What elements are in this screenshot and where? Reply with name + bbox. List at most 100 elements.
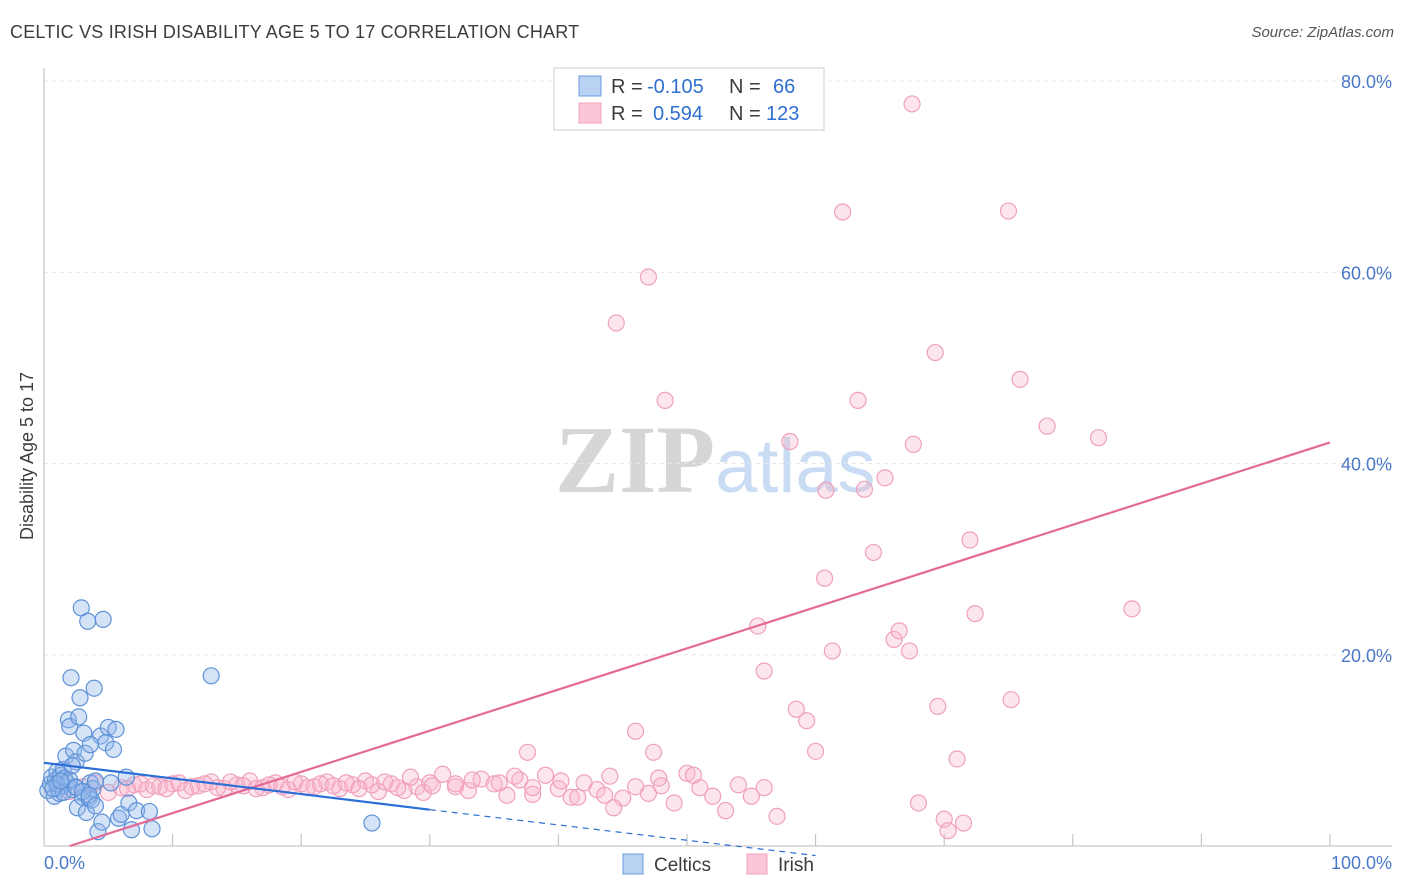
celtics-trend-line <box>43 761 430 811</box>
irish-point <box>1002 691 1020 709</box>
irish-point <box>787 700 805 718</box>
irish-point <box>1089 429 1108 447</box>
irish-point <box>183 778 201 796</box>
irish-point <box>1038 417 1056 435</box>
gridlines <box>44 80 1392 656</box>
irish-point <box>311 775 330 793</box>
watermark-zip: ZIP <box>555 406 715 513</box>
irish-point <box>601 767 619 785</box>
irish-point <box>536 766 555 784</box>
celtics-n-value: 66 <box>773 76 795 98</box>
trend-lines <box>43 441 1331 857</box>
irish-point <box>434 765 452 783</box>
irish-point <box>485 775 503 793</box>
irish-n-label: N = <box>729 103 761 125</box>
irish-point <box>904 435 922 453</box>
irish-point <box>806 742 825 760</box>
irish-point <box>961 531 979 549</box>
celtics-legend-label: Celtics <box>654 855 711 876</box>
irish-point <box>524 779 542 797</box>
irish-point <box>1123 600 1141 618</box>
y-tick-labels: 20.0% 40.0% 60.0% 80.0% <box>1341 72 1392 666</box>
correlation-legend: R = -0.105 N = 66 R = 0.594 N = 123 <box>553 67 825 131</box>
y-tick-label: 80.0% <box>1341 72 1392 92</box>
irish-point <box>834 203 852 221</box>
irish-point <box>926 343 944 362</box>
celtics-point <box>127 802 146 820</box>
celtics-legend-swatch <box>622 853 644 875</box>
celtics-point <box>52 772 70 790</box>
celtics-point <box>107 720 125 738</box>
celtics-point <box>70 708 88 726</box>
celtics-point <box>85 679 103 697</box>
irish-n-value: 123 <box>766 103 799 125</box>
irish-point <box>350 780 368 798</box>
irish-point <box>562 788 580 806</box>
irish-point <box>684 766 703 784</box>
irish-point <box>948 750 966 768</box>
irish-point <box>607 314 625 332</box>
celtics-point <box>363 814 381 832</box>
irish-points <box>48 95 1141 840</box>
irish-legend-swatch <box>746 853 768 875</box>
irish-point <box>552 772 570 790</box>
irish-point <box>855 480 874 498</box>
irish-point <box>363 776 381 794</box>
irish-point <box>569 788 587 806</box>
irish-point <box>131 775 150 793</box>
irish-point <box>151 778 169 796</box>
irish-point <box>755 662 773 680</box>
celtics-point <box>62 669 80 687</box>
irish-point <box>389 779 407 797</box>
irish-point <box>890 622 908 640</box>
irish-point <box>423 777 441 795</box>
irish-point <box>490 774 508 792</box>
irish-point <box>656 391 674 409</box>
irish-point <box>849 391 867 409</box>
y-tick-label: 20.0% <box>1341 646 1392 666</box>
irish-point <box>650 769 668 787</box>
y-tick-label: 40.0% <box>1341 455 1392 475</box>
irish-point <box>472 770 490 788</box>
irish-point <box>781 432 799 451</box>
irish-point <box>401 768 420 786</box>
celtics-point <box>71 689 89 707</box>
celtics-point <box>143 820 161 838</box>
celtics-point <box>59 711 78 729</box>
irish-point <box>626 722 645 740</box>
irish-point <box>742 787 760 805</box>
irish-point <box>909 794 928 812</box>
irish-point <box>704 787 722 805</box>
irish-point <box>755 779 773 797</box>
irish-point <box>518 743 537 761</box>
irish-point <box>1011 370 1029 388</box>
irish-point <box>678 764 696 782</box>
irish-point <box>446 775 465 793</box>
celtics-point <box>104 740 123 759</box>
series-legend: Celtics Irish <box>622 853 814 876</box>
irish-point <box>903 95 921 113</box>
irish-point <box>605 799 623 817</box>
irish-legend-label: Irish <box>778 855 814 876</box>
irish-point <box>498 786 516 804</box>
celtics-point <box>140 802 159 821</box>
chart-title: CELTIC VS IRISH DISABILITY AGE 5 TO 17 C… <box>10 22 580 42</box>
celtics-point <box>76 744 94 762</box>
irish-point <box>716 802 735 820</box>
celtics-point <box>102 774 120 792</box>
irish-point <box>506 767 524 785</box>
celtics-point <box>79 612 97 630</box>
irish-point <box>939 822 957 840</box>
irish-point <box>864 543 883 562</box>
irish-point <box>797 712 816 730</box>
celtics-point <box>86 797 105 815</box>
irish-trend-line <box>69 441 1331 848</box>
irish-point <box>596 786 614 804</box>
irish-point <box>665 794 683 812</box>
celtics-r-label: R = <box>611 76 643 98</box>
x-tick-label-min: 0.0% <box>44 853 85 873</box>
celtics-point <box>81 736 99 754</box>
irish-point <box>639 784 658 803</box>
celtics-point <box>68 799 87 817</box>
